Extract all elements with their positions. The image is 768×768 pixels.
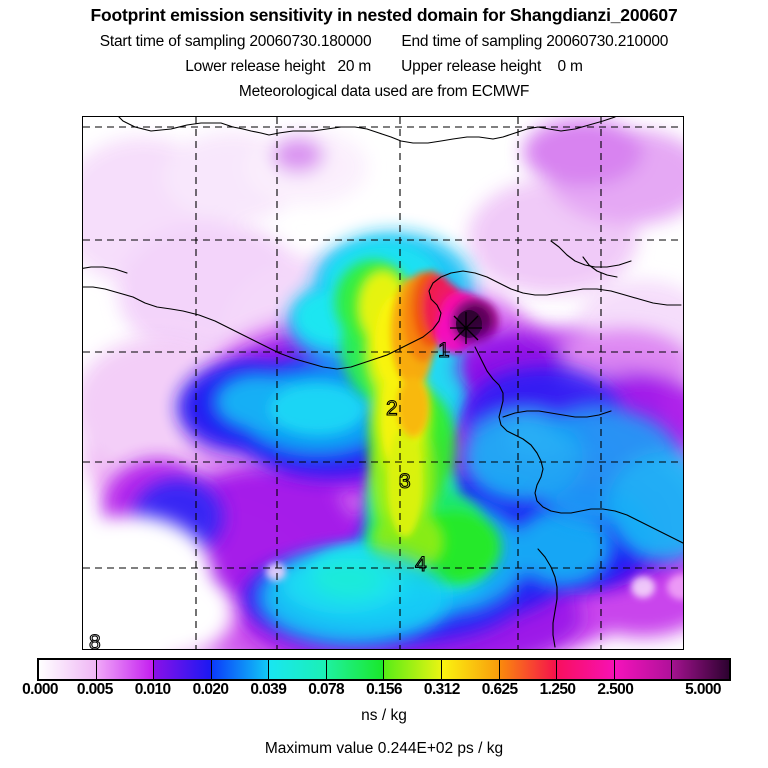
traj-label-1: 1 bbox=[438, 339, 450, 362]
colorbar-tick-labels: 0.000 0.005 0.010 0.020 0.039 0.078 0.156 0.312… bbox=[0, 681, 768, 701]
colorbar-tick-0: 0.000 bbox=[22, 681, 58, 698]
release-point-star-icon bbox=[450, 312, 482, 344]
colorbar-tick-1: 0.005 bbox=[76, 681, 113, 698]
colorbar-segment-orange-red bbox=[499, 660, 558, 679]
colorbar-segment-cyan-teal bbox=[269, 660, 327, 679]
colorbar bbox=[37, 658, 731, 681]
colorbar-tick-2: 0.010 bbox=[134, 681, 171, 698]
sampling-time-row: Start time of sampling 20060730.180000 E… bbox=[0, 33, 768, 51]
coastline-overlay bbox=[83, 117, 683, 648]
colorbar-tick-11: 5.000 bbox=[685, 681, 721, 698]
colorbar-segment-spring-green bbox=[326, 660, 385, 679]
colorbar-tick-10: 2.500 bbox=[597, 681, 634, 698]
plot-header: Footprint emission sensitivity in nested… bbox=[0, 0, 768, 101]
colorbar-tick-6: 0.156 bbox=[366, 681, 402, 698]
colorbar-segment-purple-blue bbox=[154, 660, 212, 679]
colorbar-segment-violet-magenta bbox=[96, 660, 155, 679]
page-title: Footprint emission sensitivity in nested… bbox=[90, 5, 678, 25]
lower-release-height-label: Lower release height bbox=[185, 58, 326, 75]
colorbar-tick-4: 0.039 bbox=[250, 681, 287, 698]
footprint-map-panel: 1 2 3 4 8 bbox=[82, 116, 684, 650]
colorbar-unit-label: ns / kg bbox=[361, 707, 407, 724]
colorbar-tick-3: 0.020 bbox=[192, 681, 229, 698]
colorbar-tick-8: 0.625 bbox=[481, 681, 518, 698]
end-time-value: 20060730.210000 bbox=[546, 33, 669, 50]
colorbar-segment-red-magenta bbox=[557, 660, 615, 679]
footprint-plume-field: 1 2 3 4 8 bbox=[83, 117, 683, 649]
colorbar-segment-green-yellow bbox=[384, 660, 443, 679]
colorbar-segment-magenta bbox=[614, 660, 673, 679]
traj-label-8: 8 bbox=[89, 631, 101, 649]
upper-release-height-label: Upper release height bbox=[401, 58, 542, 75]
release-height-row: Lower release height 20 m Upper release … bbox=[0, 58, 768, 76]
colorbar-segment-white-violet bbox=[39, 660, 97, 679]
meteorological-data-line: Meteorological data used are from ECMWF bbox=[238, 83, 530, 100]
lower-release-height-value: 20 m bbox=[337, 58, 372, 75]
trajectory-hour-labels: 1 2 3 4 8 bbox=[88, 338, 450, 649]
colorbar-tick-9: 1.250 bbox=[539, 681, 576, 698]
colorbar-tick-5: 0.078 bbox=[308, 681, 345, 698]
traj-label-2: 2 bbox=[386, 397, 398, 420]
colorbar-segment-blue-cyan bbox=[211, 660, 270, 679]
colorbar-segment-dark-purple bbox=[672, 660, 729, 679]
maximum-value-label: Maximum value 0.244E+02 ps / kg bbox=[264, 740, 504, 757]
traj-label-3: 3 bbox=[399, 470, 411, 493]
start-time-label: Start time of sampling bbox=[99, 33, 246, 50]
map-gridlines bbox=[83, 117, 683, 649]
start-time-value: 20060730.180000 bbox=[249, 33, 372, 50]
upper-release-height-value: 0 m bbox=[557, 58, 583, 75]
end-time-label: End time of sampling bbox=[401, 33, 543, 50]
colorbar-segment-yellow-orange bbox=[442, 660, 500, 679]
colorbar-tick-7: 0.312 bbox=[423, 681, 460, 698]
traj-label-4: 4 bbox=[415, 553, 427, 576]
